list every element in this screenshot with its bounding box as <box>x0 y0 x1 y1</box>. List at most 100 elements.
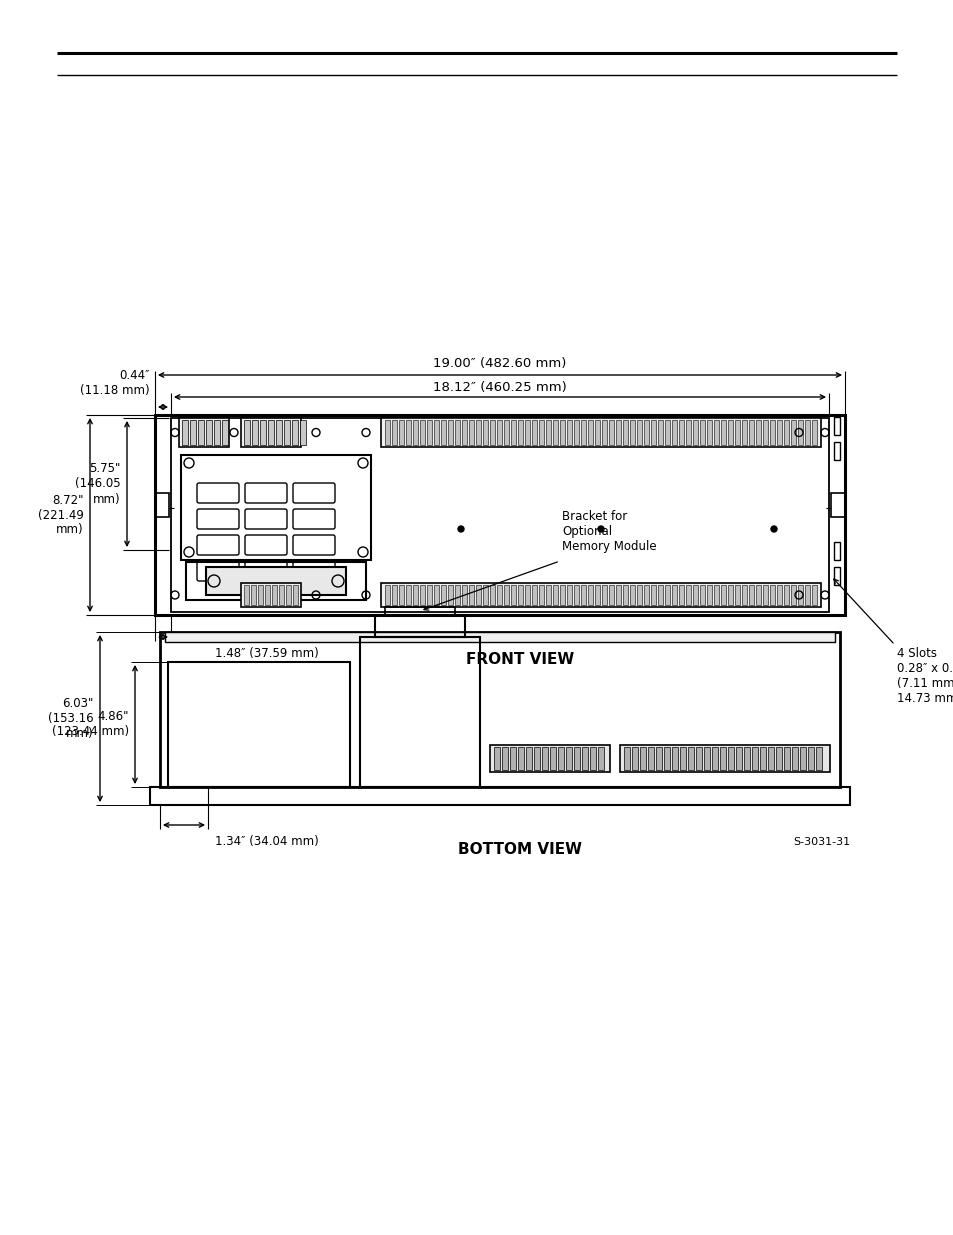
Bar <box>791 747 797 769</box>
Bar <box>713 585 719 605</box>
Bar <box>419 420 424 445</box>
Bar <box>720 420 725 445</box>
Bar <box>168 662 350 787</box>
Bar <box>700 585 704 605</box>
Bar <box>541 747 547 769</box>
Text: 1.48″ (37.59 mm): 1.48″ (37.59 mm) <box>214 647 318 659</box>
Text: S-3031-31: S-3031-31 <box>792 837 849 847</box>
Bar <box>532 420 537 445</box>
Bar <box>260 420 266 445</box>
Bar <box>534 747 539 769</box>
Bar <box>650 585 656 605</box>
Bar <box>244 420 250 445</box>
Text: 6.03"
(153.16
mm): 6.03" (153.16 mm) <box>49 697 94 740</box>
Bar <box>587 420 593 445</box>
Bar <box>490 585 495 605</box>
Bar <box>385 420 390 445</box>
Bar <box>511 420 516 445</box>
Bar <box>524 585 530 605</box>
Bar <box>629 585 635 605</box>
Bar <box>692 585 698 605</box>
Bar <box>647 747 654 769</box>
Bar <box>206 420 212 445</box>
Bar <box>734 420 740 445</box>
Bar <box>532 585 537 605</box>
Text: BOTTOM VIEW: BOTTOM VIEW <box>457 842 581 857</box>
Bar <box>811 585 816 605</box>
Bar <box>385 606 455 615</box>
Bar <box>741 420 746 445</box>
Bar <box>637 585 641 605</box>
Bar <box>767 747 773 769</box>
Bar <box>565 747 572 769</box>
Bar <box>671 585 677 605</box>
Bar <box>622 420 627 445</box>
Bar <box>154 493 169 517</box>
Bar <box>804 420 809 445</box>
Bar <box>476 420 480 445</box>
Bar <box>762 420 767 445</box>
Bar <box>380 583 821 606</box>
Bar <box>213 420 220 445</box>
Bar <box>268 420 274 445</box>
Bar <box>790 420 795 445</box>
Bar <box>650 420 656 445</box>
Bar <box>538 585 543 605</box>
Bar <box>734 585 740 605</box>
Circle shape <box>770 526 776 532</box>
Bar <box>639 747 645 769</box>
Circle shape <box>598 526 603 532</box>
Bar <box>671 747 678 769</box>
Text: 4 Slots
0.28″ x 0.58″
(7.11 mm x
14.73 mm): 4 Slots 0.28″ x 0.58″ (7.11 mm x 14.73 m… <box>896 647 953 705</box>
Bar <box>150 787 849 805</box>
Bar <box>783 585 788 605</box>
Bar <box>643 420 648 445</box>
Bar <box>608 585 614 605</box>
Bar <box>608 420 614 445</box>
Bar <box>574 747 579 769</box>
Text: 4.86"
(123.44 mm): 4.86" (123.44 mm) <box>51 710 129 739</box>
Bar <box>598 747 603 769</box>
Bar <box>286 585 291 605</box>
Bar <box>815 747 821 769</box>
Bar <box>206 567 346 595</box>
Bar <box>490 745 609 772</box>
Bar <box>497 420 501 445</box>
Text: 1.34″ (34.04 mm): 1.34″ (34.04 mm) <box>214 835 318 848</box>
Bar <box>595 420 599 445</box>
Bar <box>700 420 704 445</box>
Bar <box>517 420 522 445</box>
Bar <box>658 420 662 445</box>
Bar <box>679 585 683 605</box>
Bar <box>656 747 661 769</box>
Bar <box>427 585 432 605</box>
Bar <box>398 585 403 605</box>
Bar <box>748 585 753 605</box>
Bar <box>755 585 760 605</box>
Bar <box>833 542 840 559</box>
Bar <box>375 615 464 637</box>
Bar <box>406 585 411 605</box>
Text: Bracket for
Optional
Memory Module: Bracket for Optional Memory Module <box>561 510 656 553</box>
Bar <box>154 415 844 615</box>
Bar <box>566 585 572 605</box>
Bar <box>720 585 725 605</box>
Bar <box>706 585 711 605</box>
Bar <box>713 420 719 445</box>
Bar <box>616 585 620 605</box>
Bar <box>427 420 432 445</box>
Bar <box>545 585 551 605</box>
Bar <box>434 420 438 445</box>
Bar <box>559 420 564 445</box>
Bar <box>222 420 228 445</box>
Bar <box>711 747 718 769</box>
Bar <box>775 747 781 769</box>
Bar <box>720 747 725 769</box>
Bar <box>190 420 195 445</box>
Circle shape <box>457 526 463 532</box>
Bar <box>413 585 417 605</box>
Bar <box>619 745 829 772</box>
Bar <box>566 420 572 445</box>
Bar <box>679 420 683 445</box>
Bar <box>517 585 522 605</box>
